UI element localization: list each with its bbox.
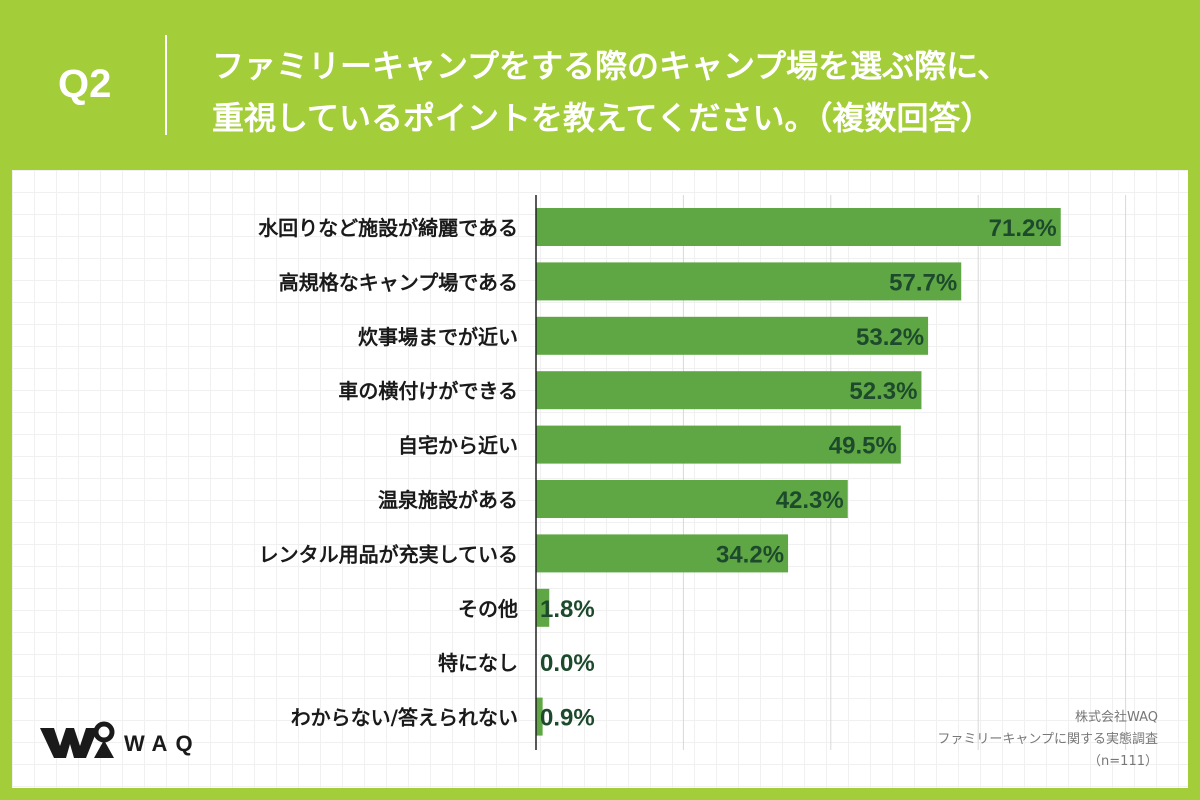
header-divider <box>165 35 167 135</box>
value-label: 0.0% <box>540 650 595 677</box>
category-label: 車の横付けができる <box>338 379 518 403</box>
question-header: Q2 ファミリーキャンプをする際のキャンプ場を選ぶ際に、 重視しているポイントを… <box>0 0 1200 170</box>
bar <box>536 425 901 464</box>
category-label: レンタル用品が充実している <box>259 542 518 566</box>
category-label: 高規格なキャンプ場である <box>279 270 518 294</box>
question-title-line-1: ファミリーキャンプをする際のキャンプ場を選ぶ際に、 <box>212 47 1010 85</box>
question-number: Q2 <box>58 62 112 106</box>
category-label: 特になし <box>438 651 518 675</box>
source-survey: ファミリーキャンプに関する実態調査 <box>937 732 1158 747</box>
source-sample-size: （n=111） <box>1088 754 1158 769</box>
category-label: 水回りなど施設が綺麗である <box>258 216 518 240</box>
value-label: 42.3% <box>776 487 844 514</box>
bar <box>536 480 848 518</box>
bar <box>536 697 543 736</box>
category-label: 炊事場までが近い <box>358 325 518 349</box>
value-label: 57.7% <box>889 269 957 296</box>
bar <box>536 316 929 355</box>
value-label: 71.2% <box>989 215 1057 242</box>
logo-wordmark: WAQ <box>124 731 201 756</box>
bar <box>536 262 962 301</box>
category-label: 自宅から近い <box>398 434 518 458</box>
value-label: 49.5% <box>829 433 897 460</box>
category-label: わからない/答えられない <box>291 706 518 730</box>
bar <box>536 588 550 627</box>
source-company: 株式会社WAQ <box>1074 710 1158 725</box>
question-title: ファミリーキャンプをする際のキャンプ場を選ぶ際に、 重視しているポイントを教えて… <box>212 40 1172 144</box>
bar <box>536 371 922 410</box>
question-title-line-2: 重視しているポイントを教えてください。（複数回答） <box>212 99 993 137</box>
value-label: 34.2% <box>716 541 784 568</box>
bar <box>536 534 789 573</box>
value-label: 53.2% <box>856 324 924 351</box>
waq-logo-icon <box>40 721 115 758</box>
value-label: 52.3% <box>849 378 917 405</box>
bar <box>536 208 1061 246</box>
category-label: 温泉施設がある <box>378 488 518 512</box>
category-label: その他 <box>458 597 518 621</box>
value-label: 1.8% <box>540 596 595 623</box>
value-label: 0.9% <box>540 705 595 732</box>
source-note: 株式会社WAQ ファミリーキャンプに関する実態調査 （n=111） <box>937 707 1158 773</box>
